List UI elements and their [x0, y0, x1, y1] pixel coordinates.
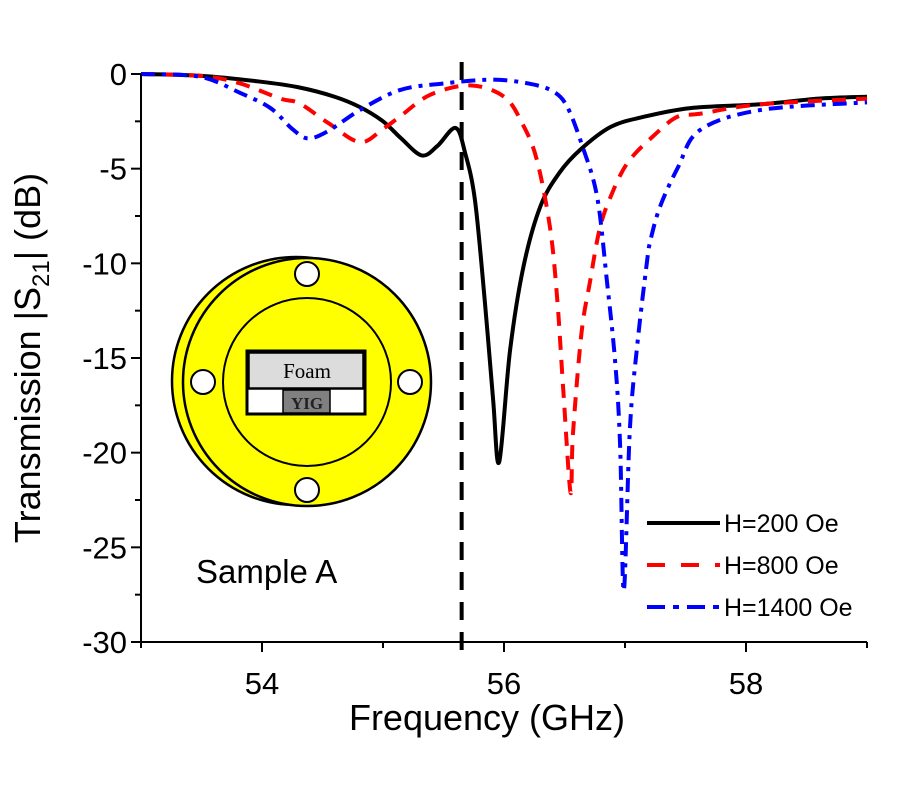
sample-annotation: Sample A — [196, 553, 337, 590]
y-tick-label: -25 — [82, 530, 127, 565]
yig-region — [282, 389, 331, 414]
series-line-1 — [140, 72, 868, 496]
y-tick-label: -20 — [82, 436, 127, 471]
legend-label-1: H=800 Oe — [724, 552, 839, 580]
foam-label: Foam — [283, 359, 331, 383]
y-tick-label: -5 — [99, 152, 127, 187]
y-axis-title-pre: Transmission |S — [7, 287, 48, 543]
x-tick-label: 56 — [487, 666, 521, 701]
y-axis-title-post: | (dB) — [7, 173, 48, 260]
y-tick-label: -30 — [82, 625, 127, 660]
series-group — [140, 72, 868, 593]
foam-region — [247, 351, 365, 390]
x-tick-label: 58 — [729, 666, 763, 701]
legend: H=200 Oe H=800 Oe H=1400 Oe — [647, 510, 853, 622]
y-tick-label: -15 — [82, 341, 127, 376]
legend-item-2: H=1400 Oe — [647, 594, 853, 622]
legend-label-0: H=200 Oe — [724, 510, 839, 538]
x-tick-label: 54 — [245, 666, 279, 701]
screw-hole-top — [294, 261, 320, 287]
legend-item-0: H=200 Oe — [647, 510, 839, 538]
waveguide-inset-diagram: Foam YIG — [170, 255, 433, 508]
screw-hole-left — [190, 369, 216, 395]
y-tick-label: -10 — [82, 246, 127, 281]
x-axis-title: Frequency (GHz) — [349, 697, 625, 738]
screw-hole-bottom — [294, 477, 320, 503]
screw-hole-right — [397, 369, 423, 395]
series-line-2 — [140, 72, 868, 593]
legend-label-2: H=1400 Oe — [724, 594, 853, 622]
series-line-0 — [140, 72, 868, 466]
yig-label: YIG — [291, 394, 323, 413]
ticks-group: 54 56 58 0 -5 -10 -15 -20 -25 -30 — [82, 57, 868, 701]
y-tick-label: 0 — [110, 57, 127, 92]
legend-item-1: H=800 Oe — [647, 552, 839, 580]
y-axis-title: Transmission |S21| (dB) — [7, 173, 55, 543]
y-axis-title-sub: 21 — [28, 260, 55, 287]
